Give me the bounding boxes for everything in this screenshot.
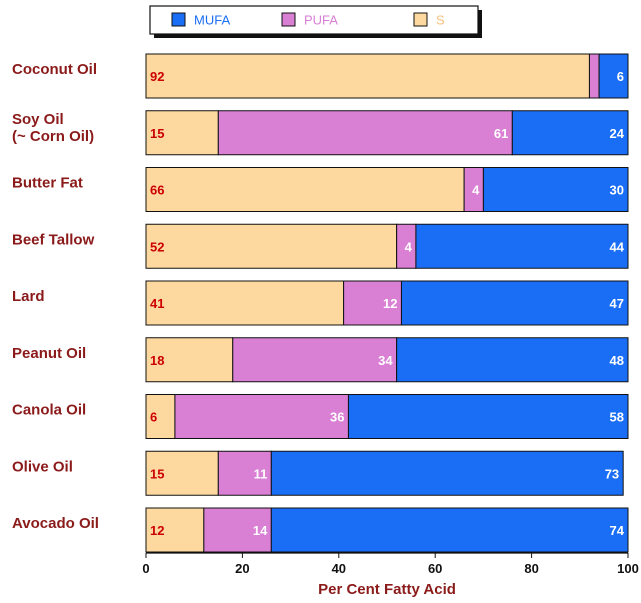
bar-segment-mufa xyxy=(396,337,629,383)
bar-segment-pufa xyxy=(217,450,272,496)
category-label: Avocado Oil xyxy=(12,515,99,532)
bar-segment-mufa xyxy=(270,507,629,553)
bar-segment-s xyxy=(145,280,345,326)
bar-segment-pufa xyxy=(174,394,349,439)
bar-segment-pufa xyxy=(588,53,600,99)
legend-label-s: S xyxy=(436,13,445,28)
data-label: 18 xyxy=(150,353,164,368)
data-label: 48 xyxy=(610,353,624,368)
data-label: 6 xyxy=(617,69,624,84)
data-label: 4 xyxy=(405,239,413,254)
x-tick-label: 60 xyxy=(428,561,442,576)
bar-segment-s xyxy=(145,507,205,553)
bar-segment-mufa xyxy=(415,223,629,269)
bar-segment-mufa xyxy=(347,394,629,439)
legend-label-mufa: MUFA xyxy=(194,13,230,28)
bar-segment-s xyxy=(145,167,465,212)
bar-segment-mufa xyxy=(482,167,629,212)
data-label: 12 xyxy=(150,523,164,538)
bar-segment-s xyxy=(145,394,176,439)
data-label: 47 xyxy=(610,296,624,311)
bar-segment-pufa xyxy=(203,507,272,553)
category-label: Olive Oil xyxy=(12,458,73,475)
legend-swatch-s xyxy=(413,12,428,27)
data-label: 41 xyxy=(150,296,164,311)
bar-segment-s xyxy=(145,53,590,99)
data-label: 36 xyxy=(330,410,344,425)
category-label: Butter Fat xyxy=(12,175,83,192)
bar-segment-s xyxy=(145,450,219,496)
data-label: 24 xyxy=(610,126,625,141)
x-tick-label: 40 xyxy=(332,561,346,576)
bar-segment-pufa xyxy=(232,337,398,383)
data-label: 4 xyxy=(472,183,480,198)
data-label: 73 xyxy=(605,466,619,481)
data-label: 61 xyxy=(494,126,508,141)
category-label: Soy Oil xyxy=(12,111,64,128)
data-label: 58 xyxy=(610,410,624,425)
bar-segment-mufa xyxy=(511,110,629,156)
x-tick-label: 80 xyxy=(524,561,538,576)
bar-segment-s xyxy=(145,110,219,156)
data-label: 52 xyxy=(150,239,164,254)
data-label: 12 xyxy=(383,296,397,311)
bar-segment-mufa xyxy=(598,53,629,99)
data-label: 15 xyxy=(150,466,164,481)
bar-segment-s xyxy=(145,337,234,383)
data-label: 44 xyxy=(610,239,625,254)
x-tick-label: 0 xyxy=(142,561,149,576)
category-label: Lard xyxy=(12,288,45,305)
category-label: Coconut Oil xyxy=(12,61,97,78)
category-label: (~ Corn Oil) xyxy=(12,128,94,145)
x-axis-title: Per Cent Fatty Acid xyxy=(318,581,456,598)
data-label: 92 xyxy=(150,69,164,84)
x-tick-label: 20 xyxy=(235,561,249,576)
category-label: Canola Oil xyxy=(12,402,86,419)
bar-segment-mufa xyxy=(400,280,629,326)
data-label: 66 xyxy=(150,183,164,198)
bar-segment-mufa xyxy=(270,450,624,496)
data-label: 14 xyxy=(253,523,268,538)
legend-swatch-pufa xyxy=(281,12,296,27)
bar-segment-s xyxy=(145,223,398,269)
x-tick-label: 100 xyxy=(617,561,639,576)
data-label: 11 xyxy=(254,466,268,481)
data-label: 15 xyxy=(150,126,164,141)
data-label: 34 xyxy=(378,353,393,368)
legend-label-pufa: PUFA xyxy=(304,13,338,28)
category-label: Peanut Oil xyxy=(12,345,86,362)
legend-swatch-mufa xyxy=(171,12,186,27)
data-label: 6 xyxy=(150,410,157,425)
data-label: 74 xyxy=(610,523,625,538)
bar-segment-pufa xyxy=(343,280,402,326)
bar-segment-pufa xyxy=(217,110,513,156)
data-label: 30 xyxy=(610,183,624,198)
category-label: Beef Tallow xyxy=(12,231,95,248)
